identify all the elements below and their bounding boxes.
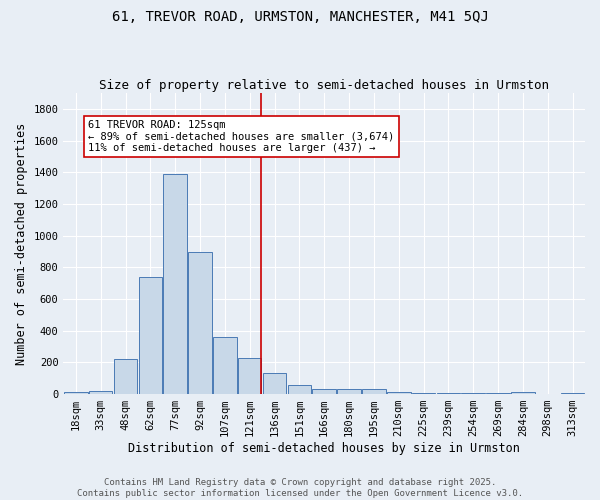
Text: Contains HM Land Registry data © Crown copyright and database right 2025.
Contai: Contains HM Land Registry data © Crown c… (77, 478, 523, 498)
Text: 61, TREVOR ROAD, URMSTON, MANCHESTER, M41 5QJ: 61, TREVOR ROAD, URMSTON, MANCHESTER, M4… (112, 10, 488, 24)
Bar (163, 174, 187, 394)
Bar (64, 392, 88, 394)
Bar (263, 374, 286, 394)
Bar (511, 392, 535, 394)
Y-axis label: Number of semi-detached properties: Number of semi-detached properties (15, 122, 28, 365)
Bar (362, 388, 386, 394)
Bar (114, 359, 137, 394)
Bar (238, 358, 262, 394)
Bar (387, 392, 410, 394)
Bar (287, 384, 311, 394)
Bar (337, 390, 361, 394)
Bar (313, 390, 336, 394)
Bar (188, 252, 212, 394)
Bar (89, 391, 112, 394)
Text: 61 TREVOR ROAD: 125sqm
← 89% of semi-detached houses are smaller (3,674)
11% of : 61 TREVOR ROAD: 125sqm ← 89% of semi-det… (88, 120, 395, 154)
Bar (139, 277, 162, 394)
Title: Size of property relative to semi-detached houses in Urmston: Size of property relative to semi-detach… (99, 79, 549, 92)
Bar (213, 337, 236, 394)
X-axis label: Distribution of semi-detached houses by size in Urmston: Distribution of semi-detached houses by … (128, 442, 520, 455)
